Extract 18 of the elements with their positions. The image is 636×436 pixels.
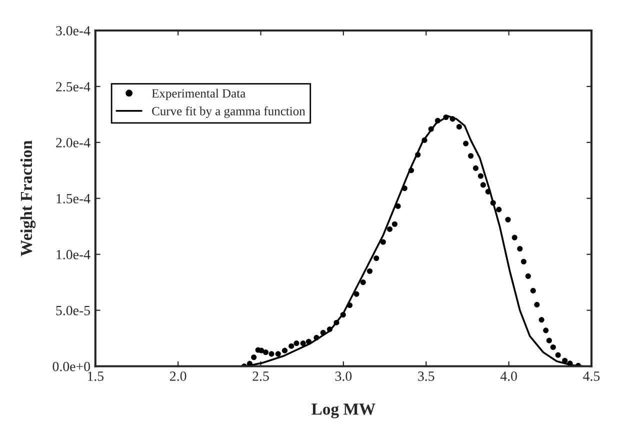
y-tick-label: 0.0e+0 bbox=[52, 362, 90, 372]
y-axis-title: Weight Fraction bbox=[20, 140, 36, 256]
y-tick-label: 2.5e-4 bbox=[56, 82, 90, 92]
x-tick-label: 3.0 bbox=[335, 372, 352, 381]
x-tick-label: 2.5 bbox=[252, 372, 269, 381]
y-tick-label: 1.5e-4 bbox=[56, 194, 90, 204]
x-tick-label: 1.5 bbox=[88, 372, 104, 381]
legend-label: Experimental Data bbox=[152, 88, 246, 100]
y-tick-label: 5.0e-5 bbox=[56, 306, 90, 316]
y-tick-label: 1.0e-4 bbox=[56, 250, 90, 260]
x-tick-label: 2.0 bbox=[170, 372, 186, 381]
x-tick-label: 4.5 bbox=[583, 372, 600, 381]
x-tick-label: 4.0 bbox=[500, 372, 517, 381]
x-axis-title: Log MW bbox=[312, 404, 376, 418]
y-tick-label: 3.0e-4 bbox=[56, 26, 90, 36]
x-tick-label: 3.5 bbox=[418, 372, 434, 381]
y-tick-label: 2.0e-4 bbox=[56, 138, 90, 148]
legend-label: Curve fit by a gamma function bbox=[152, 106, 306, 118]
